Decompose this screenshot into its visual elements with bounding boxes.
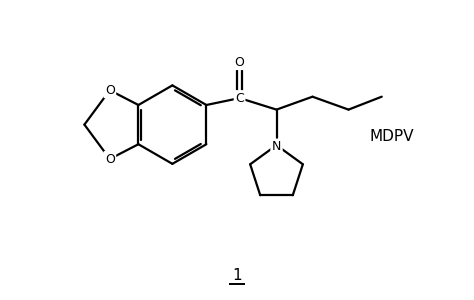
Text: C: C [235,92,244,105]
Text: O: O [105,84,115,97]
Text: 1: 1 [232,268,242,284]
Text: O: O [105,152,115,166]
Text: MDPV: MDPV [369,129,414,144]
Text: N: N [272,140,281,153]
Text: O: O [235,56,245,69]
